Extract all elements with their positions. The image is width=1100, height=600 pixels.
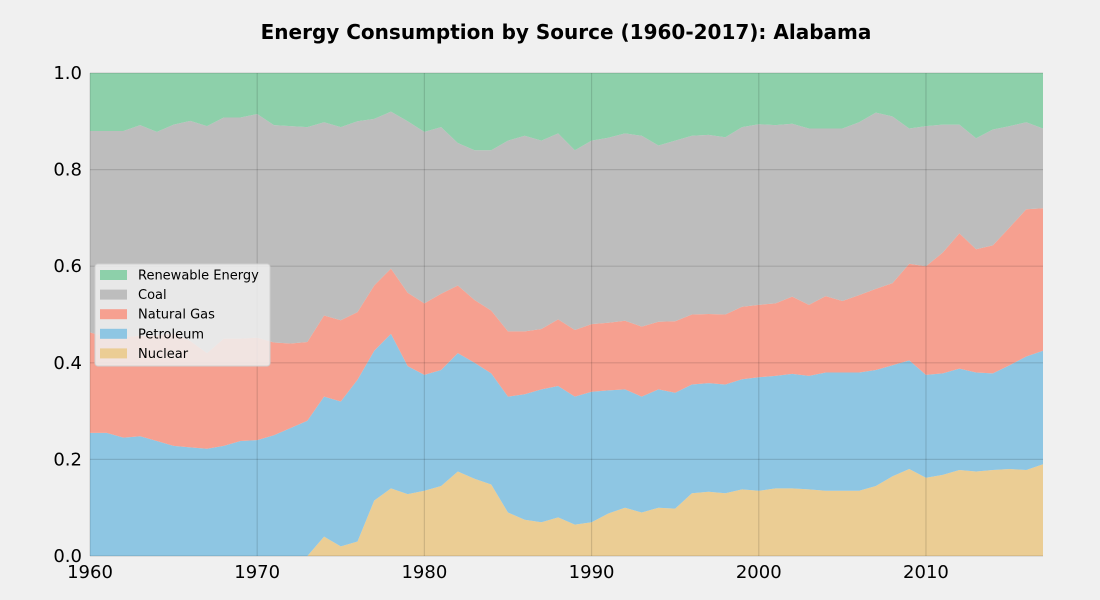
y-tick-label: 0.0 — [53, 546, 82, 567]
legend-swatch-natural-gas — [100, 309, 127, 320]
x-tick-label: 2000 — [736, 562, 782, 583]
area-natural-gas — [90, 208, 1043, 449]
y-tick-label: 0.4 — [53, 353, 82, 374]
area-nuclear — [90, 464, 1043, 556]
x-tick-label: 1960 — [67, 562, 113, 583]
legend-label-natural-gas: Natural Gas — [138, 308, 215, 323]
legend-box — [94, 263, 271, 367]
legend-label-nuclear: Nuclear — [138, 347, 189, 362]
ticks-layer: 1960 1970 1980 1990 2000 2010 0.0 0.2 0.4 0.6 0.8 1… — [53, 63, 949, 583]
area-renewable-energy — [90, 73, 1043, 151]
legend-swatch-nuclear — [100, 348, 127, 359]
area-petroleum — [90, 333, 1043, 556]
legend-swatch-coal — [100, 289, 127, 300]
y-tick-label: 1.0 — [53, 63, 82, 84]
legend-swatch-petroleum — [100, 328, 127, 339]
legend-swatch-renewable-energy — [100, 270, 127, 280]
x-tick-label: 1980 — [401, 562, 447, 583]
legend: Renewable Energy Coal Natural Gas Petroleum… — [94, 263, 271, 367]
x-tick-label: 1990 — [569, 562, 615, 583]
legend-label-coal: Coal — [138, 288, 167, 303]
areas-layer — [90, 73, 1043, 556]
grid-layer — [89, 72, 1043, 557]
legend-label-renewable-energy: Renewable Energy — [138, 269, 259, 284]
legend-label-petroleum: Petroleum — [138, 327, 204, 342]
chart-title: Energy Consumption by Source (1960-2017)… — [261, 20, 872, 44]
x-tick-label: 2010 — [903, 562, 949, 583]
x-tick-label: 1970 — [234, 562, 280, 583]
y-tick-label: 0.2 — [53, 449, 82, 470]
area-coal — [90, 111, 1043, 354]
y-tick-label: 0.8 — [53, 160, 82, 181]
y-tick-label: 0.6 — [53, 256, 82, 277]
